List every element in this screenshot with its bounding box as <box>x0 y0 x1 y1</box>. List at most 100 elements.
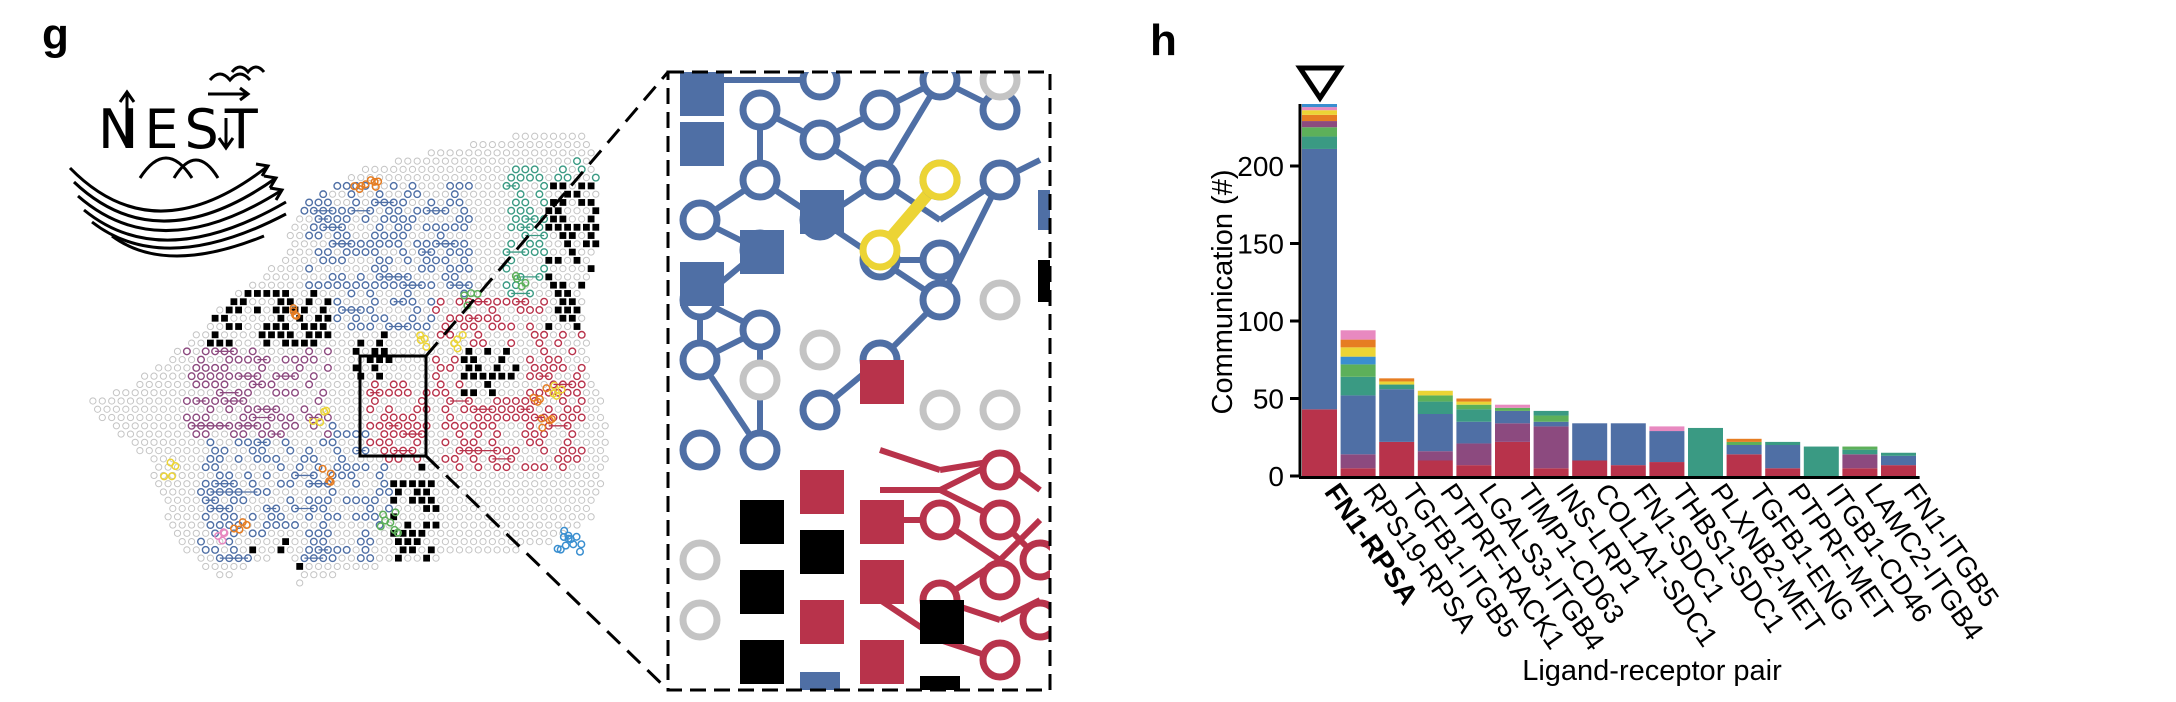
tissue-spot-gray <box>352 562 360 571</box>
tissue-spot-gray <box>535 504 544 513</box>
tissue-spot-black <box>352 364 360 372</box>
tissue-spot-black <box>390 480 398 488</box>
bar-segment <box>1842 454 1878 469</box>
tissue-spot-colored <box>262 487 271 496</box>
tissue-spot-colored <box>507 223 516 232</box>
tissue-spot-colored <box>333 297 342 306</box>
tissue-spot-gray <box>507 356 515 364</box>
tissue-spot-black <box>460 389 468 397</box>
tissue-spot-black <box>573 190 581 198</box>
tissue-spot-gray <box>253 554 261 562</box>
tissue-spot-colored <box>220 446 229 455</box>
tissue-spot-gray <box>493 331 501 339</box>
tissue-spot-accent <box>458 330 467 340</box>
tissue-spot-colored <box>441 438 450 447</box>
y-axis-title: Communication (#) <box>1207 170 1239 415</box>
tissue-spot-gray <box>484 149 492 157</box>
tissue-spot-colored <box>413 239 422 248</box>
tissue-spot-colored <box>573 157 582 166</box>
tissue-spot-gray <box>235 504 243 513</box>
tissue-spot-black <box>573 256 581 264</box>
tissue-spot-gray <box>329 372 337 380</box>
tissue-spot-gray <box>568 331 576 339</box>
tissue-spot-gray <box>404 504 412 513</box>
bar-segment <box>1379 381 1415 385</box>
tissue-spot-gray <box>564 356 572 364</box>
tissue-spot-gray <box>296 447 304 455</box>
tissue-spot-gray <box>361 231 370 240</box>
tissue-spot-gray <box>592 438 600 446</box>
tissue-spot-black <box>254 290 261 297</box>
tissue-spot-gray <box>347 256 355 264</box>
tissue-spot-gray <box>502 198 511 207</box>
tissue-spot-gray <box>470 471 478 480</box>
tissue-spot-gray <box>437 546 445 554</box>
tissue-spot-gray <box>277 364 285 372</box>
tissue-spot-gray <box>352 231 360 240</box>
tissue-spot-gray <box>267 298 276 306</box>
tissue-spot-gray <box>526 455 534 463</box>
tissue-spot-colored <box>389 231 398 240</box>
tissue-spot-colored <box>187 372 196 381</box>
zoom-node-gray <box>979 389 1021 431</box>
tissue-spot-colored <box>319 256 328 265</box>
tissue-spot-gray <box>451 306 459 314</box>
tissue-spot-gray <box>136 413 144 422</box>
tissue-spot-gray <box>470 504 478 513</box>
tissue-spot-colored <box>417 396 426 405</box>
tissue-spot-colored <box>493 413 502 422</box>
tissue-spot-gray <box>517 389 525 397</box>
bar-segment <box>1417 451 1453 461</box>
tissue-spot-gray <box>239 463 247 471</box>
tissue-spot-gray <box>526 140 534 149</box>
tissue-spot-gray <box>164 480 172 488</box>
tissue-spot-gray <box>554 438 562 446</box>
tissue-spot-black <box>465 347 473 355</box>
tissue-spot-gray <box>470 207 478 215</box>
tissue-spot-colored <box>469 322 478 331</box>
tissue-spot-gray <box>108 397 116 405</box>
tissue-spot-gray <box>423 289 431 298</box>
tissue-spot-colored <box>455 314 464 323</box>
tissue-spot-gray <box>390 397 398 405</box>
tissue-spot-gray <box>310 256 318 264</box>
tissue-spot-gray <box>183 546 191 554</box>
tissue-spot-gray <box>347 538 355 546</box>
tissue-spot-gray <box>202 331 210 339</box>
tissue-spot-gray <box>286 265 294 273</box>
tissue-spot-gray <box>296 231 304 240</box>
zoom-node-gray <box>919 389 961 431</box>
tissue-spot-gray <box>361 314 370 322</box>
tissue-spot-gray <box>117 397 125 405</box>
tissue-spot-gray <box>371 529 379 537</box>
tissue-spot-gray <box>277 447 285 455</box>
tissue-spot-gray <box>408 463 417 471</box>
tissue-spot-gray <box>408 165 417 173</box>
tissue-spot-gray <box>253 339 261 347</box>
tissue-spot-colored <box>408 214 417 223</box>
bar-lgals3-itgb4 <box>1456 398 1492 476</box>
tissue-spot-colored <box>276 479 285 488</box>
tissue-spot-gray <box>493 231 501 240</box>
tissue-spot-black <box>554 306 562 314</box>
zoom-node-yellow <box>919 159 961 201</box>
tissue-spot-colored <box>375 421 384 430</box>
tissue-spot-gray <box>521 314 529 322</box>
tissue-spot-gray <box>502 364 511 372</box>
tissue-spot-gray <box>112 422 121 430</box>
tissue-spot-gray <box>206 389 214 397</box>
tissue-spot-black <box>258 331 266 339</box>
tissue-spot-gray <box>141 372 149 380</box>
tissue-spot-gray <box>404 240 412 248</box>
tissue-spot-colored <box>432 372 441 381</box>
tissue-spot-gray <box>470 256 478 264</box>
tissue-spot-gray <box>361 347 370 355</box>
tissue-spot-gray <box>376 207 384 215</box>
tissue-spot-colored <box>488 322 497 331</box>
tissue-spot-colored <box>497 405 506 414</box>
tissue-spot-gray <box>564 339 572 347</box>
tissue-spot-gray <box>451 389 459 397</box>
tissue-spot-gray <box>329 306 337 314</box>
tissue-spot-black <box>371 364 379 372</box>
tissue-spot-colored <box>399 380 408 389</box>
